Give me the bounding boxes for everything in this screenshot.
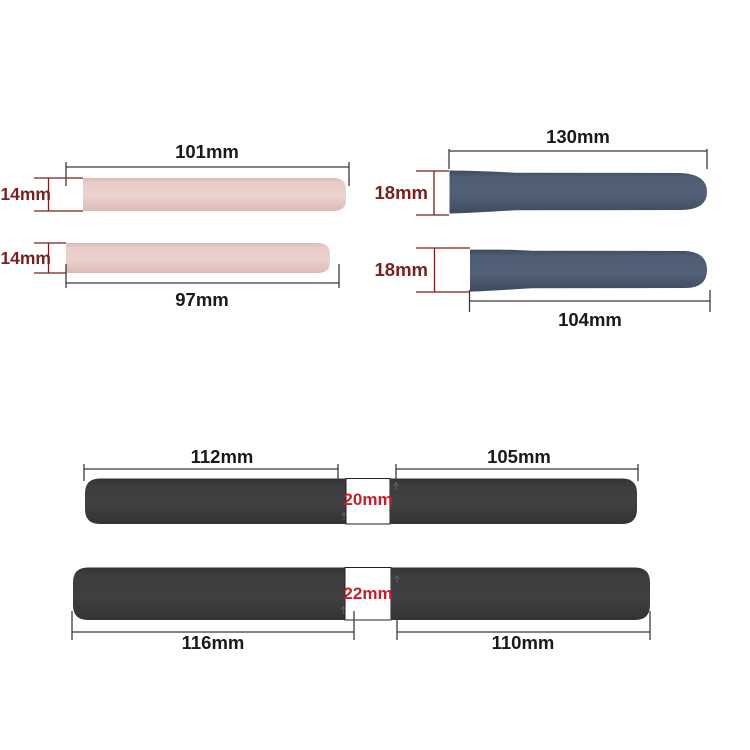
svg-text:22mm: 22mm bbox=[343, 584, 392, 603]
svg-text:14mm: 14mm bbox=[0, 184, 51, 204]
svg-text:110mm: 110mm bbox=[492, 632, 555, 653]
svg-text:116mm: 116mm bbox=[182, 632, 245, 653]
svg-text:20mm: 20mm bbox=[343, 490, 392, 509]
svg-text:18mm: 18mm bbox=[375, 259, 428, 280]
svg-text:105mm: 105mm bbox=[487, 446, 551, 467]
svg-text:18mm: 18mm bbox=[375, 182, 428, 203]
svg-text:112mm: 112mm bbox=[191, 446, 254, 467]
svg-text:14mm: 14mm bbox=[0, 248, 51, 268]
svg-text:104mm: 104mm bbox=[558, 309, 622, 330]
svg-text:97mm: 97mm bbox=[175, 289, 228, 310]
svg-text:101mm: 101mm bbox=[175, 141, 239, 162]
svg-text:130mm: 130mm bbox=[546, 126, 610, 147]
